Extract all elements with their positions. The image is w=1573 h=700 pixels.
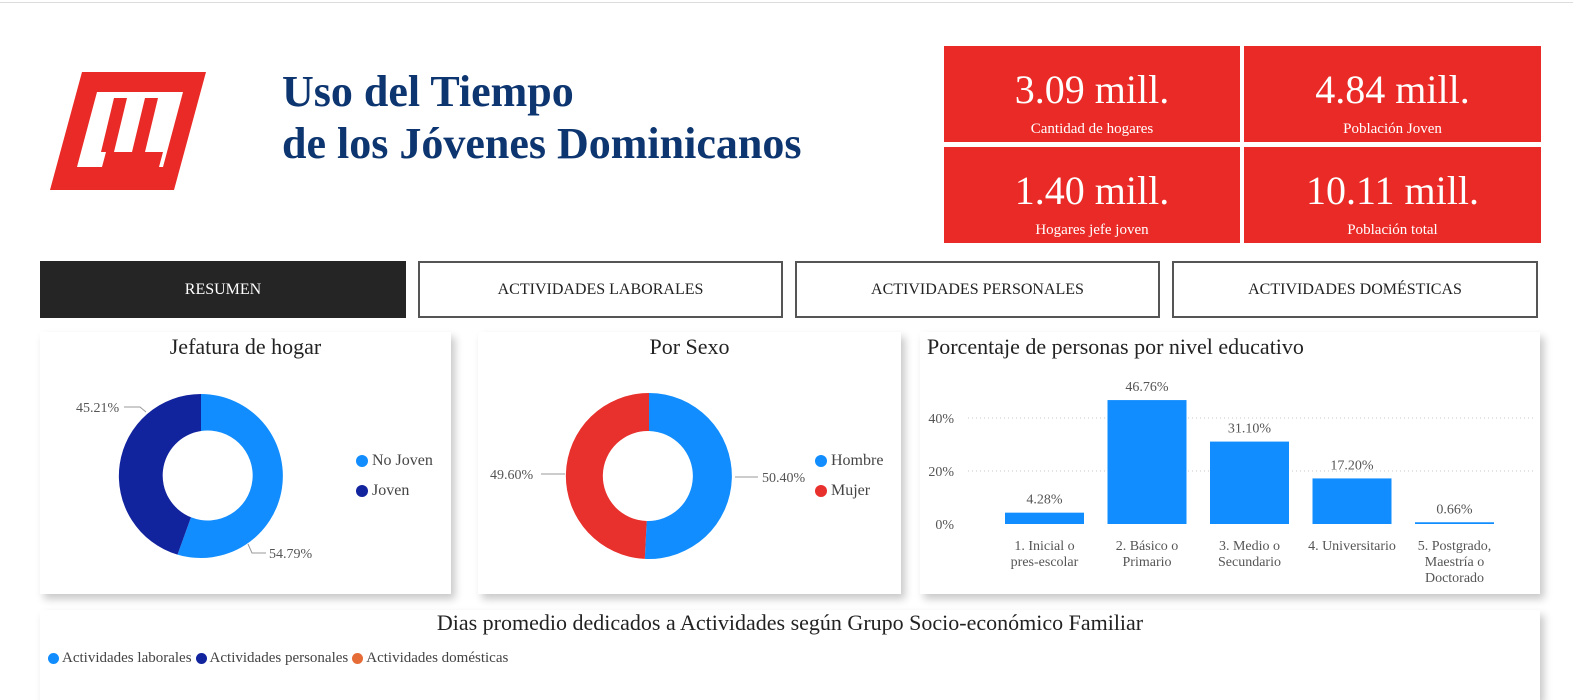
legend-label: Actividades laborales (62, 650, 192, 666)
bar[interactable] (1210, 441, 1289, 524)
legend-dot-icon (356, 485, 368, 497)
legend-dot-icon (195, 653, 207, 664)
kpi-value: 3.09 mill. (1014, 67, 1170, 112)
x-tick-label: 5. Postgrado, (1418, 539, 1492, 554)
legend-item-joven[interactable]: Joven (356, 476, 433, 506)
bar[interactable] (1005, 512, 1084, 524)
legend-label: Actividades personales (209, 650, 349, 666)
x-tick-label: 3. Medio o (1219, 539, 1280, 554)
kpi-card-poblacion-joven: 4.84 mill. Población Joven (1244, 46, 1541, 142)
kpi-label: Población total (1347, 222, 1438, 238)
data-label: 17.20% (1330, 458, 1374, 473)
kpi-value: 4.84 mill. (1315, 67, 1470, 112)
data-label: 31.10% (1228, 422, 1272, 437)
legend-label: Joven (372, 482, 410, 499)
data-label: 0.66% (1436, 502, 1473, 517)
donut-sexo: 49.60% 50.40% (490, 392, 806, 559)
panel-por-sexo: Por Sexo 49.60% 50.40% Hombre Mujer (478, 332, 901, 594)
bar[interactable] (1415, 522, 1494, 524)
data-label: 46.76% (1125, 380, 1169, 395)
kpi-value: 10.11 mill. (1306, 168, 1479, 213)
panel-dias-promedio: Dias promedio dedicados a Actividades se… (40, 610, 1540, 700)
panel-jefatura-hogar: Jefatura de hogar 45.21% 54.79% No Joven… (40, 332, 451, 594)
top-divider (0, 2, 1573, 3)
legend-label: Hombre (831, 452, 884, 469)
donut-slice-no-joven[interactable] (177, 394, 283, 558)
chart-legend: No Joven Joven (356, 446, 433, 506)
kpi-label: Población Joven (1343, 121, 1442, 137)
panel-nivel-educativo: Porcentaje de personas por nivel educati… (920, 332, 1540, 594)
donut-slice-hombre[interactable] (644, 393, 732, 559)
donut-jefatura: 45.21% 54.79% (76, 393, 313, 562)
kpi-card-poblacion-total: 10.11 mill. Población total (1244, 147, 1541, 243)
legend-label: Actividades domésticas (366, 650, 509, 666)
legend-dot-icon (356, 455, 368, 467)
chart-legend: Actividades laborales Actividades person… (48, 650, 512, 667)
x-tick-label: Maestría o (1425, 555, 1484, 570)
kpi-value: 1.40 mill. (1014, 168, 1170, 213)
title-line-2: de los Jóvenes Dominicanos (282, 119, 802, 168)
x-tick-label: 1. Inicial o (1014, 539, 1074, 554)
chart-title: Porcentaje de personas por nivel educati… (927, 334, 1304, 359)
x-tick-label: Primario (1123, 555, 1172, 570)
donut-slice-joven[interactable] (118, 393, 201, 555)
legend-dot-icon (352, 653, 364, 664)
kpi-label: Hogares jefe joven (1035, 222, 1149, 238)
chart-title: Jefatura de hogar (169, 334, 322, 359)
legend-item-mujer[interactable]: Mujer (815, 476, 883, 506)
x-tick-label: Secundario (1218, 555, 1281, 570)
legend-item-hombre[interactable]: Hombre (815, 446, 883, 476)
legend-item-actividades-personales[interactable]: Actividades personales (195, 650, 349, 667)
kpi-label: Cantidad de hogares (1030, 121, 1154, 137)
chart-title: Dias promedio dedicados a Actividades se… (436, 610, 1144, 635)
x-tick-label: 4. Universitario (1308, 539, 1396, 554)
kpi-card-hogares: 3.09 mill. Cantidad de hogares (944, 46, 1240, 142)
title-line-1: Uso del Tiempo (282, 67, 574, 116)
brand-logo-icon (50, 72, 206, 190)
chart-title: Por Sexo (649, 334, 730, 359)
x-tick-label: pres-escolar (1011, 555, 1079, 570)
legend-item-actividades-laborales[interactable]: Actividades laborales (48, 650, 192, 667)
x-tick-label: 2. Básico o (1116, 539, 1179, 554)
data-label: 49.60% (490, 468, 534, 483)
y-tick-label: 0% (935, 518, 954, 533)
data-label: 4.28% (1026, 493, 1063, 508)
y-tick-label: 20% (928, 465, 954, 480)
data-label: 50.40% (762, 471, 806, 486)
tab-actividades-personales[interactable]: ACTIVIDADES PERSONALES (795, 261, 1160, 318)
legend-label: Mujer (831, 482, 871, 499)
donut-slice-mujer[interactable] (565, 392, 649, 559)
legend-label: No Joven (372, 452, 433, 469)
kpi-card-hogares-jefe-joven: 1.40 mill. Hogares jefe joven (944, 147, 1240, 243)
legend-item-actividades-domesticas[interactable]: Actividades domésticas (352, 650, 508, 667)
chart-legend: Hombre Mujer (815, 446, 883, 506)
tab-actividades-domesticas[interactable]: ACTIVIDADES DOMÉSTICAS (1172, 261, 1538, 318)
tab-actividades-laborales[interactable]: ACTIVIDADES LABORALES (418, 261, 783, 318)
x-tick-label: Doctorado (1425, 571, 1484, 586)
legend-dot-icon (48, 653, 59, 664)
bar[interactable] (1312, 478, 1392, 524)
tab-resumen[interactable]: RESUMEN (40, 261, 406, 318)
legend-item-no-joven[interactable]: No Joven (356, 446, 433, 476)
data-label: 54.79% (269, 547, 313, 562)
legend-dot-icon (815, 485, 827, 497)
data-label: 45.21% (76, 401, 120, 416)
y-tick-label: 40% (928, 412, 954, 427)
bar[interactable] (1107, 400, 1187, 524)
page-title: Uso del Tiempo de los Jóvenes Dominicano… (282, 66, 801, 170)
legend-dot-icon (815, 455, 827, 467)
